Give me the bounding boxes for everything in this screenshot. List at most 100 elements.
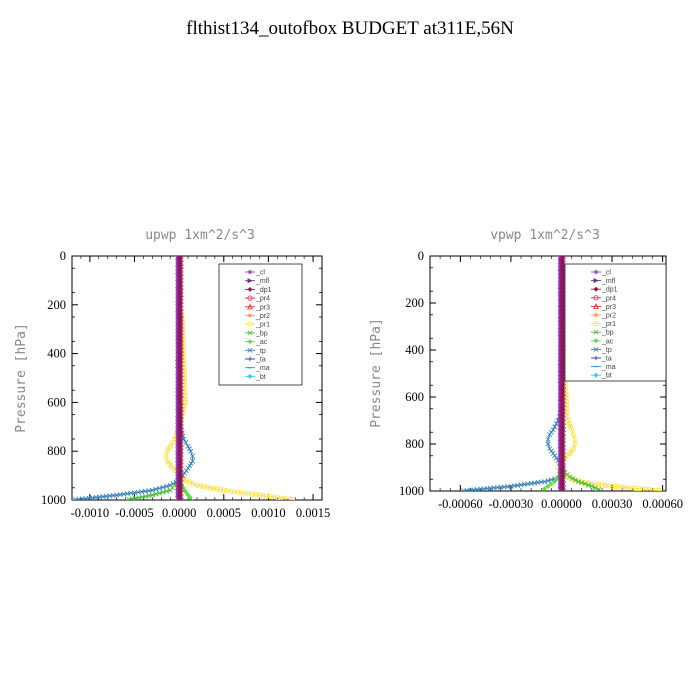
legend-label: _ac	[601, 338, 614, 345]
legend-entry: _ta	[591, 356, 612, 363]
series-point	[633, 485, 639, 491]
series-point	[579, 480, 585, 486]
legend-marker	[593, 269, 599, 275]
series-point	[190, 458, 196, 464]
series-point	[160, 489, 166, 495]
series-point	[242, 490, 248, 496]
series-point	[570, 475, 576, 481]
series-point	[606, 483, 612, 489]
x-tick-label: 0.0005	[207, 506, 241, 520]
y-tick-label: 400	[405, 343, 424, 357]
series-point	[260, 493, 266, 499]
legend-label: _cl	[255, 270, 265, 277]
series-point	[253, 492, 259, 498]
legend-label: _pr4	[601, 295, 616, 302]
legend-entry: _pr3	[245, 303, 270, 311]
legend-label: _dp1	[601, 287, 618, 294]
series-point	[246, 491, 252, 497]
legend-marker	[593, 295, 599, 301]
series-point	[169, 440, 176, 446]
series-point	[182, 385, 188, 392]
legend-marker	[593, 312, 599, 318]
series-point	[211, 485, 217, 492]
series-point	[568, 427, 575, 433]
y-tick-label: 400	[47, 347, 66, 361]
series-point	[552, 424, 558, 430]
series-point	[609, 483, 615, 489]
legend-marker	[593, 329, 599, 335]
legend-entry: _pr1	[245, 321, 270, 329]
legend-label: _pr1	[601, 321, 616, 328]
x-tick-label: 0.0010	[251, 506, 285, 520]
x-tick-label: 0.0000	[162, 506, 196, 520]
series-point	[214, 486, 220, 492]
series-point	[188, 448, 194, 454]
legend-entry: _cl	[591, 270, 611, 277]
legend-entry: _tp	[245, 348, 266, 355]
series-point	[160, 484, 166, 490]
legend-marker	[247, 303, 253, 310]
series-point	[585, 482, 591, 488]
series-point	[602, 482, 608, 488]
series-point	[278, 495, 284, 500]
legend-box	[564, 263, 667, 382]
legend-label: _ac	[255, 339, 268, 346]
legend-entry: _pr2	[245, 313, 270, 320]
y-axis-label: Pressure [hPa]	[369, 318, 384, 428]
y-tick-label: 0	[60, 249, 66, 263]
legend-entry: _bp	[591, 330, 614, 337]
legend-entry: _dp1	[591, 286, 618, 294]
legend-marker	[593, 277, 599, 284]
y-tick-label: 800	[47, 444, 66, 458]
series-point	[264, 493, 270, 499]
series-point	[553, 455, 559, 461]
legend-label: _ta	[601, 356, 612, 363]
legend-label: _mfl	[255, 278, 270, 285]
series-point	[596, 486, 602, 491]
series-point	[545, 441, 551, 447]
series-point	[622, 484, 629, 491]
legend-label: _ta	[255, 357, 266, 364]
legend-marker	[247, 269, 253, 275]
x-tick-label: 0.0015	[296, 506, 330, 520]
series-point	[267, 493, 273, 500]
x-tick-label: -0.00060	[438, 497, 483, 511]
series-point	[646, 487, 652, 491]
plot-area	[460, 256, 663, 491]
series-point	[582, 481, 588, 487]
series-point	[566, 421, 572, 427]
legend-marker	[247, 295, 253, 301]
legend-entry: _ta	[245, 357, 266, 364]
legend-label: _bp	[601, 330, 614, 337]
series-point	[547, 432, 553, 438]
x-tick-label: 0.00030	[592, 497, 633, 511]
y-tick-label: 200	[47, 298, 66, 312]
series-point	[656, 488, 662, 491]
series-point	[256, 492, 263, 498]
series-point	[153, 491, 159, 497]
legend-label: _ma	[255, 365, 270, 372]
y-axis-label: Pressure [hPa]	[14, 323, 29, 433]
series-point	[239, 490, 245, 496]
series-point	[639, 486, 645, 491]
legend-marker	[593, 320, 599, 327]
legend-entry: _bp	[245, 330, 268, 337]
legend-marker	[247, 339, 253, 345]
series-point	[182, 389, 188, 395]
legend-label: _pr1	[255, 322, 270, 329]
series-point	[207, 485, 213, 491]
series-point	[592, 481, 598, 487]
legend-label: _ma	[601, 364, 616, 371]
x-tick-label: -0.0010	[71, 506, 110, 520]
legend-marker	[247, 286, 253, 292]
series-point	[224, 488, 230, 494]
legend-entry: _ma	[591, 364, 616, 371]
series-point	[636, 486, 642, 491]
series-point	[185, 443, 191, 449]
series-point	[164, 448, 171, 454]
series-point	[157, 485, 162, 491]
legend-marker	[593, 286, 599, 292]
legend-entry: _pr2	[591, 313, 616, 320]
series-point	[629, 485, 635, 491]
plot-area	[72, 256, 296, 500]
